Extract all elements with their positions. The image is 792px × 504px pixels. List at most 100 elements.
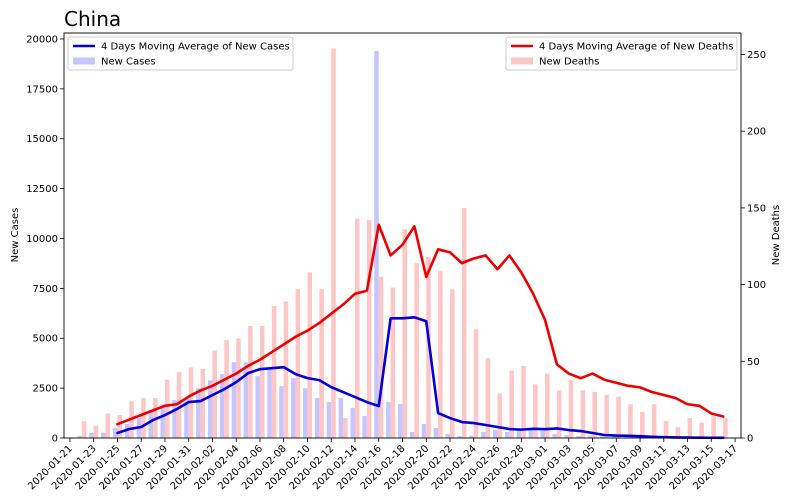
new-cases-bar	[516, 429, 522, 438]
new-deaths-bar	[580, 390, 586, 438]
y-left-tick-label: 15000	[26, 134, 58, 145]
new-deaths-bar	[663, 421, 669, 439]
new-deaths-bar	[271, 306, 277, 438]
legend-label: New Cases	[101, 57, 156, 68]
new-cases-bar	[493, 430, 498, 438]
new-cases-bar	[350, 408, 355, 438]
new-cases-bar	[291, 378, 296, 438]
legend-bar-swatch	[511, 57, 533, 65]
new-cases-bar	[433, 428, 439, 438]
y-right-tick-label: 50	[747, 357, 760, 368]
new-deaths-bar	[533, 384, 538, 438]
new-deaths-bar	[450, 289, 455, 438]
new-deaths-bar	[176, 372, 182, 438]
y-left-tick-label: 20000	[26, 34, 58, 45]
y-axis-right-label: New Deaths	[771, 205, 782, 265]
y-left-tick-label: 7500	[33, 284, 58, 295]
new-deaths-bar	[723, 418, 728, 438]
new-deaths-bar	[640, 411, 645, 438]
new-cases-bar	[397, 404, 403, 438]
new-deaths-bar	[200, 368, 206, 438]
new-cases-bar	[504, 432, 510, 438]
new-deaths-bar	[556, 390, 562, 438]
new-cases-bar	[196, 388, 201, 438]
cases-moving-average-line	[116, 315, 725, 440]
new-cases-bar	[148, 410, 154, 438]
chart-title: China	[64, 7, 121, 31]
new-deaths-bar	[509, 370, 514, 438]
new-cases-bar	[184, 398, 189, 438]
y-left-tick-label: 12500	[26, 184, 58, 195]
new-cases-bar	[552, 434, 557, 438]
y-right-tick-label: 100	[747, 280, 766, 291]
new-cases-bar	[445, 434, 451, 438]
new-deaths-bar	[390, 287, 396, 438]
legend-label: 4 Days Moving Average of New Cases	[101, 42, 290, 53]
y-right-tick-label: 250	[747, 50, 766, 61]
new-cases-bar	[457, 436, 462, 438]
new-deaths-bar	[331, 48, 336, 439]
y-right-tick-label: 200	[747, 127, 766, 138]
new-cases-bar	[588, 435, 593, 438]
new-deaths-bar	[354, 218, 360, 438]
y-left-tick-label: 5000	[33, 334, 58, 345]
new-deaths-bar	[117, 414, 122, 438]
new-cases-bar	[576, 436, 581, 438]
legend-bar-swatch	[73, 57, 95, 65]
new-cases-bar	[540, 431, 546, 438]
y-axis-left-label: New Cases	[10, 208, 21, 263]
new-deaths-bar	[307, 272, 312, 438]
new-deaths-bar	[378, 276, 384, 438]
new-deaths-bar	[485, 358, 491, 438]
new-cases-bar	[528, 430, 534, 438]
new-cases-bar	[469, 435, 474, 438]
new-cases-bar	[409, 432, 415, 438]
new-deaths-bar	[343, 418, 348, 438]
new-cases-bar	[362, 416, 367, 438]
new-deaths-bar	[699, 422, 704, 438]
legend-label: New Deaths	[539, 57, 599, 68]
new-deaths-bar	[628, 404, 633, 438]
new-deaths-bar	[592, 391, 598, 438]
new-deaths-bar	[438, 270, 443, 438]
legend-label: 4 Days Moving Average of New Deaths	[539, 42, 733, 53]
new-cases-bar	[172, 400, 177, 438]
new-deaths-bar	[164, 379, 170, 438]
new-deaths-bar	[461, 207, 467, 438]
new-deaths-bar	[93, 425, 99, 438]
new-cases-bar	[314, 398, 320, 438]
new-deaths-bar	[675, 427, 681, 438]
new-cases-bar	[611, 437, 617, 438]
y-left-tick-label: 2500	[33, 384, 58, 395]
new-deaths-bar	[473, 329, 479, 438]
new-deaths-bar	[141, 398, 146, 438]
new-cases-bar	[207, 380, 213, 438]
new-deaths-bar	[604, 395, 609, 438]
new-deaths-bar	[687, 418, 693, 438]
y-left-tick-label: 10000	[26, 234, 58, 245]
new-deaths-bar	[651, 404, 657, 438]
new-deaths-bar	[236, 338, 241, 438]
new-cases-bar	[386, 402, 391, 438]
new-deaths-bar	[259, 326, 265, 438]
new-deaths-bar	[402, 229, 408, 438]
new-deaths-bar	[711, 416, 716, 438]
legend-frame	[67, 36, 294, 71]
new-deaths-bar	[248, 326, 253, 438]
new-cases-bar	[421, 424, 427, 438]
y-right-tick-label: 0	[747, 434, 753, 445]
y-right-tick-label: 150	[747, 203, 766, 214]
new-deaths-bar	[366, 220, 372, 438]
new-deaths-bar	[497, 393, 503, 438]
new-cases-bar	[326, 402, 332, 438]
new-cases-bar	[77, 436, 82, 438]
new-deaths-bar	[545, 373, 550, 438]
new-cases-bar	[302, 388, 308, 438]
new-cases-bar	[231, 362, 237, 438]
new-cases-bar	[101, 432, 106, 438]
new-cases-bar	[243, 362, 249, 438]
new-deaths-bar	[521, 365, 526, 438]
new-cases-bar	[338, 398, 344, 438]
new-deaths-bar	[568, 379, 574, 438]
